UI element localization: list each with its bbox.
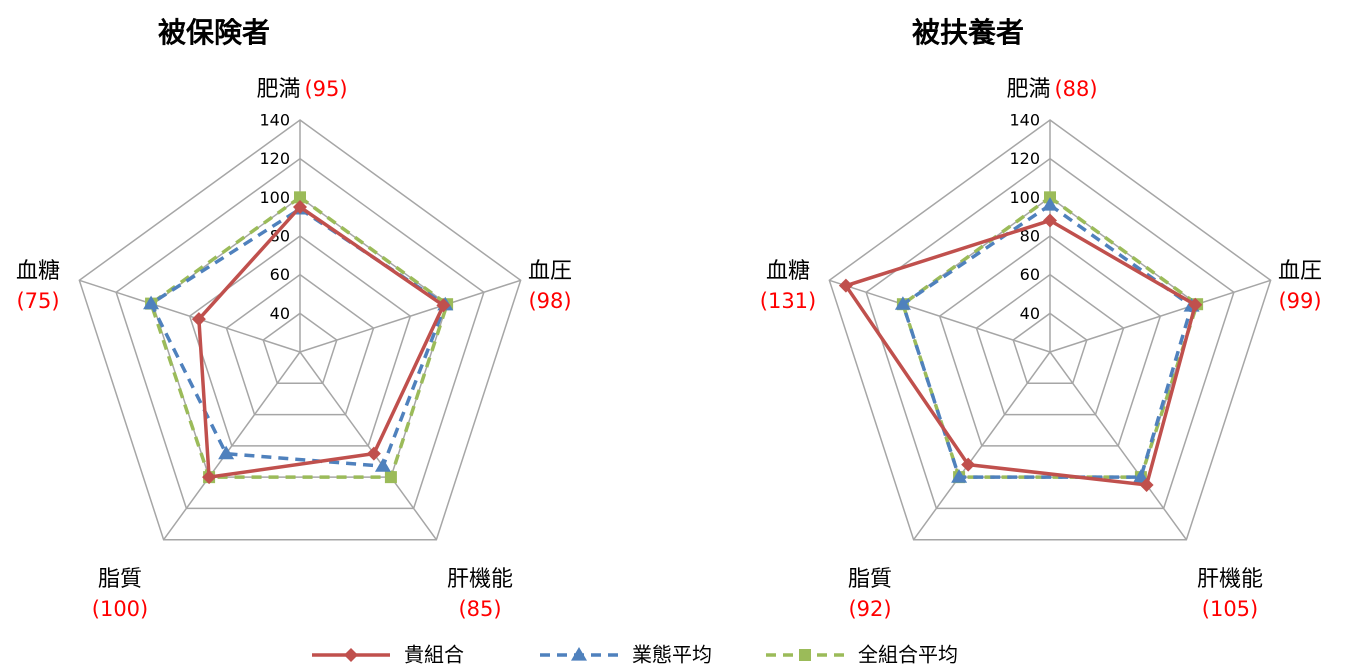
tick-label: 80 — [1020, 227, 1040, 246]
axis-label: 肥満 — [256, 77, 300, 102]
series-1-point — [191, 312, 206, 327]
axis-label: 肝機能 — [1197, 567, 1263, 592]
legend-label: 貴組合 — [404, 643, 464, 667]
series-1-point — [1188, 297, 1203, 312]
tick-label: 120 — [259, 149, 290, 168]
tick-label: 60 — [1020, 265, 1040, 284]
chart-legend: 貴組合 業態平均 全組合平均 — [312, 643, 958, 667]
axis-value-label: (95) — [304, 77, 347, 101]
series-1-point — [293, 200, 307, 214]
axis-label-group: 肥満 (88) — [1006, 77, 1097, 102]
series-2-point — [894, 296, 911, 310]
tick-label: 140 — [259, 111, 290, 130]
series-2-point — [1132, 469, 1149, 483]
axis-value-label: (85) — [458, 597, 501, 621]
grid-ring — [262, 312, 338, 385]
series-3-point — [294, 191, 306, 204]
tick-label: 80 — [270, 227, 290, 246]
grid-ring — [115, 157, 485, 510]
grid-ring — [188, 235, 412, 447]
grid-ring — [828, 119, 1272, 541]
grid-spoke — [163, 351, 301, 541]
grid-spoke — [1049, 279, 1271, 353]
tick-label: 100 — [1009, 188, 1040, 207]
grid-spoke — [299, 279, 521, 353]
tick-label: 120 — [1009, 149, 1040, 168]
series-2-point — [951, 469, 968, 483]
series-line-2 — [149, 207, 448, 468]
series-line-1 — [197, 205, 446, 479]
series-2-point — [143, 295, 160, 310]
axis-value-label: (88) — [1054, 77, 1097, 101]
series-line-1 — [844, 218, 1198, 487]
chart-title: 被扶養者 — [912, 16, 1024, 49]
series-1-point — [436, 298, 451, 313]
legend-marker-2 — [571, 647, 587, 661]
series-1-point — [1043, 213, 1057, 228]
grid-spoke — [829, 279, 1051, 353]
grid-ring — [975, 273, 1125, 416]
grid-ring — [225, 273, 375, 416]
grid-spoke — [1049, 351, 1187, 541]
axis-label: 肝機能 — [447, 567, 513, 592]
series-2-point — [218, 445, 235, 460]
radar-chart-dependents: 被扶養者 40 60 80 100 120 140 肥満 (88) 血圧 (99) 肝機能 (105) 脂… — [760, 16, 1322, 621]
chart-title: 被保険者 — [158, 16, 270, 49]
axis-label: 肥満 — [1006, 77, 1050, 102]
axis-value-label: (92) — [848, 597, 891, 621]
series-1-point — [202, 470, 217, 485]
tick-label: 40 — [1020, 304, 1040, 323]
series-2-point — [374, 458, 391, 472]
axis-value-label: (100) — [92, 597, 148, 621]
series-1-point — [366, 446, 381, 461]
series-1-point — [961, 457, 976, 472]
axis-label: 脂質 — [98, 567, 142, 592]
axis-value-label: (105) — [1202, 597, 1258, 621]
legend-label: 業態平均 — [632, 643, 712, 667]
axis-label: 血糖 — [16, 259, 60, 284]
legend-marker-1 — [344, 648, 358, 662]
legend-marker-3 — [799, 649, 811, 661]
tick-label: 100 — [259, 188, 290, 207]
series-1-point — [838, 278, 853, 293]
series-1-point — [1139, 477, 1154, 492]
tick-label: 40 — [270, 304, 290, 323]
series-2-point — [1042, 197, 1058, 211]
grid-spoke — [299, 351, 437, 541]
grid-spoke — [913, 351, 1051, 541]
axis-value-label: (131) — [760, 289, 816, 313]
series-3-point — [384, 471, 397, 484]
axis-label: 血糖 — [766, 259, 810, 284]
series-line-3 — [901, 195, 1199, 479]
axis-value-label: (98) — [528, 289, 571, 313]
grid-ring — [938, 235, 1162, 447]
axis-label: 血圧 — [1278, 259, 1322, 284]
grid-spoke — [79, 279, 301, 353]
axis-label: 血圧 — [528, 259, 572, 284]
axis-label: 脂質 — [848, 567, 892, 592]
axis-value-label: (99) — [1278, 289, 1321, 313]
tick-label: 140 — [1009, 111, 1040, 130]
tick-label: 60 — [270, 265, 290, 284]
radar-chart-insured: 被保険者 40 60 80 100 120 140 肥満 (95) 血圧 (98) 肝機能 (85) 脂質… — [16, 16, 572, 621]
grid-ring — [78, 119, 522, 541]
legend-label: 全組合平均 — [858, 643, 958, 667]
axis-value-label: (75) — [16, 289, 59, 313]
axis-label-group: 肥満 (95) — [256, 77, 347, 102]
grid-ring — [1012, 312, 1088, 385]
